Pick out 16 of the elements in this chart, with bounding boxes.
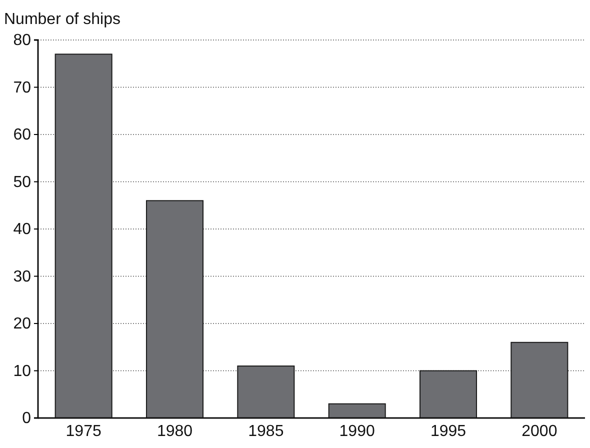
y-tick-label: 40 xyxy=(13,221,32,238)
x-tick-label: 1995 xyxy=(430,423,466,440)
x-tick-label: 1980 xyxy=(156,423,193,440)
x-tick-label: 1975 xyxy=(66,423,102,440)
x-tick-label: 1985 xyxy=(248,423,284,440)
y-tick-label: 50 xyxy=(13,174,32,191)
y-tick-label: 0 xyxy=(22,410,32,428)
y-tick-label: 80 xyxy=(13,32,32,50)
y-tick-label: 60 xyxy=(13,126,32,144)
x-tick-label: 1990 xyxy=(339,423,375,440)
y-tick-label: 20 xyxy=(13,316,32,333)
y-tick-label: 70 xyxy=(13,79,32,96)
y-tick-label: 10 xyxy=(13,362,32,380)
y-tick-label: 30 xyxy=(13,268,32,286)
x-tick-label: 2000 xyxy=(522,423,558,440)
y-axis-title: Number of ships xyxy=(4,11,120,28)
